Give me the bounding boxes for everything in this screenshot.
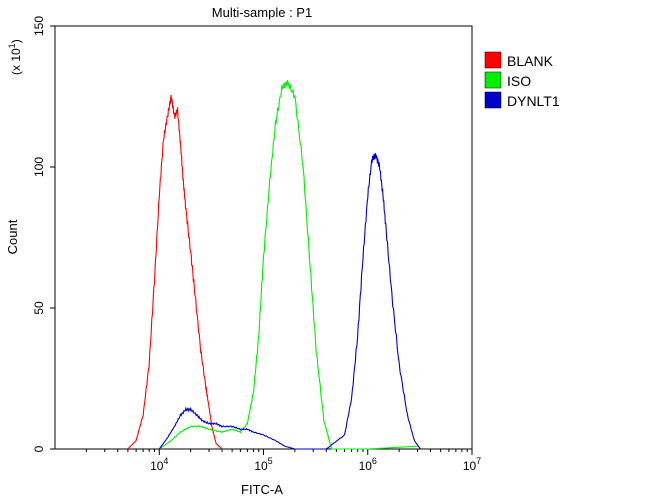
y-axis: 0 50 100 150 — [32, 16, 55, 452]
series-line-iso — [158, 79, 418, 450]
x-tick-base: 10 — [150, 459, 164, 473]
legend-swatch — [484, 91, 502, 109]
chart-title: Multi-sample : P1 — [212, 5, 312, 20]
x-tick-exponent: 7 — [476, 456, 481, 466]
x-axis: 104 105 106 107 — [85, 449, 481, 473]
legend: BLANK ISO DYNLT1 — [484, 51, 560, 109]
x-axis-label: FITC-A — [241, 482, 283, 497]
legend-label: BLANK — [507, 53, 554, 69]
legend-label: DYNLT1 — [507, 93, 560, 109]
y-multiplier-prefix: (x 10 — [9, 48, 23, 75]
series-line-blank — [127, 94, 223, 450]
legend-swatch — [484, 51, 502, 69]
y-tick-label: 150 — [32, 16, 46, 36]
x-tick-label: 106 — [359, 456, 377, 473]
y-tick-label: 0 — [32, 445, 46, 452]
x-tick-label: 107 — [463, 456, 481, 473]
series-group — [127, 79, 421, 450]
x-tick-label: 104 — [150, 456, 168, 473]
x-tick-base: 10 — [359, 459, 373, 473]
y-axis-label: Count — [5, 219, 20, 254]
plot-frame — [54, 25, 473, 450]
x-tick-exponent: 6 — [372, 456, 377, 466]
legend-swatch — [484, 71, 502, 89]
y-multiplier-suffix: ) — [9, 39, 23, 43]
series-line-dynlt1 — [158, 152, 421, 450]
x-tick-label: 105 — [254, 456, 272, 473]
y-tick-label: 50 — [32, 301, 46, 315]
svg-text:(x 101): (x 101) — [7, 39, 23, 75]
x-tick-base: 10 — [463, 459, 477, 473]
x-tick-exponent: 4 — [163, 456, 168, 466]
x-tick-base: 10 — [254, 459, 268, 473]
legend-label: ISO — [507, 73, 531, 89]
y-multiplier-exponent: 1 — [7, 43, 17, 48]
y-tick-label: 100 — [32, 157, 46, 177]
y-axis-multiplier: (x 101) — [7, 39, 23, 75]
x-tick-exponent: 5 — [268, 456, 273, 466]
